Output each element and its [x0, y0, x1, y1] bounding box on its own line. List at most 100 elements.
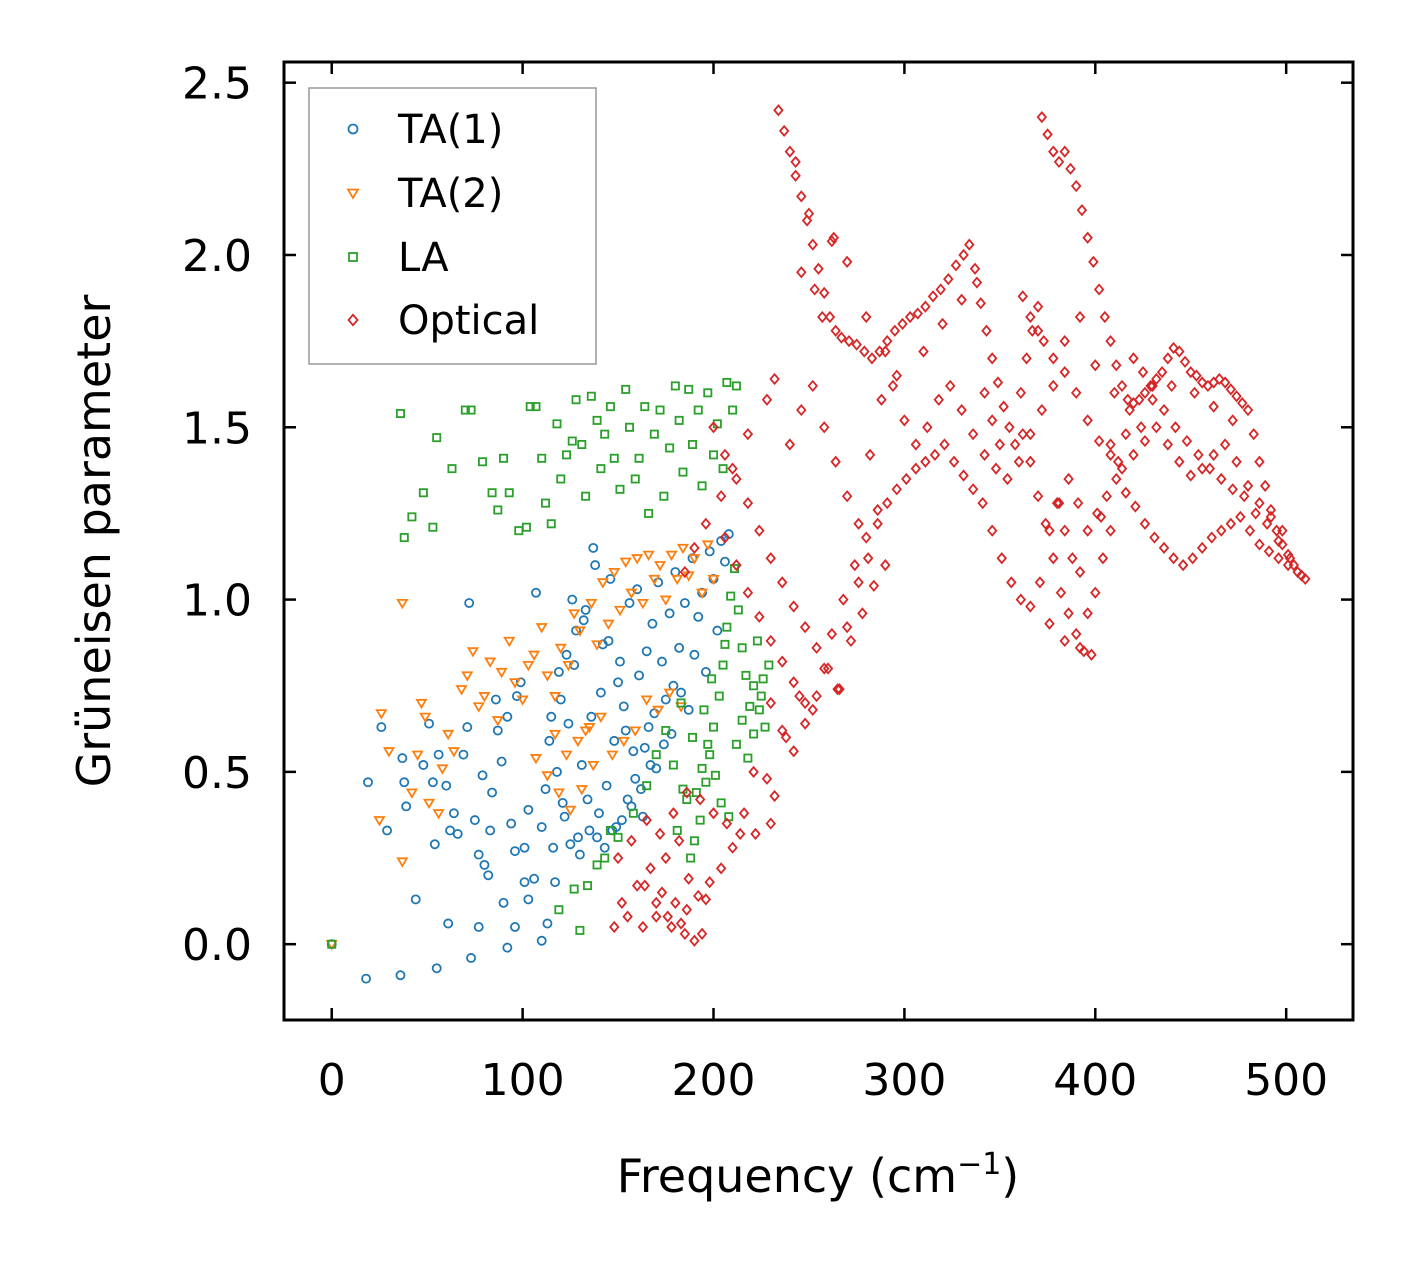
data-point	[1105, 335, 1116, 348]
data-point	[1151, 372, 1162, 386]
data-point	[540, 784, 551, 795]
data-point	[1277, 524, 1288, 537]
data-point	[1288, 559, 1300, 572]
data-point	[689, 836, 699, 846]
data-point	[818, 421, 830, 434]
data-point	[531, 402, 541, 412]
data-point	[937, 317, 948, 331]
data-point	[675, 917, 687, 930]
data-point	[592, 415, 602, 425]
data-point	[912, 307, 923, 320]
data-point	[1139, 517, 1151, 530]
data-point	[603, 635, 614, 646]
data-point	[754, 610, 765, 623]
data-point	[1284, 552, 1296, 565]
data-point	[986, 524, 998, 537]
data-point	[1017, 290, 1028, 303]
data-point	[807, 379, 819, 393]
data-point	[671, 574, 684, 586]
data-point	[742, 496, 754, 510]
data-point	[1206, 531, 1217, 544]
data-point	[590, 640, 604, 651]
data-point	[712, 625, 723, 636]
data-point	[1174, 455, 1185, 468]
data-point	[776, 724, 788, 737]
data-point	[1042, 128, 1053, 141]
data-point	[1216, 472, 1227, 486]
data-point	[1053, 155, 1065, 169]
data-point	[477, 770, 488, 781]
data-point	[626, 834, 637, 847]
data-point	[634, 453, 644, 463]
data-point	[396, 857, 409, 868]
data-point	[1082, 607, 1093, 620]
data-point	[673, 834, 685, 847]
data-point	[695, 815, 705, 825]
data-point	[625, 588, 638, 599]
data-point	[1193, 448, 1204, 461]
y-axis-title: Grüneisen parameter	[67, 294, 121, 787]
data-point	[620, 725, 631, 736]
data-point	[1048, 552, 1059, 565]
data-point	[469, 815, 480, 826]
data-point	[556, 474, 566, 484]
data-point	[663, 688, 676, 699]
data-point	[596, 464, 606, 474]
data-point	[726, 591, 736, 601]
data-point	[649, 429, 659, 439]
data-point	[495, 667, 508, 679]
data-point	[624, 598, 635, 608]
data-point	[715, 490, 727, 503]
data-point	[1063, 607, 1074, 620]
data-point	[1162, 438, 1174, 451]
data-point	[1185, 469, 1196, 482]
data-point	[872, 503, 883, 517]
data-point	[568, 609, 581, 620]
data-point	[683, 704, 694, 715]
data-point	[502, 711, 513, 722]
data-point	[1072, 496, 1084, 510]
data-point	[605, 402, 615, 412]
data-point	[659, 491, 669, 501]
data-point	[722, 622, 732, 632]
data-point	[1002, 472, 1013, 486]
data-point	[613, 832, 623, 842]
legend: TA(1) TA(2) LA Optical	[308, 87, 597, 365]
data-point	[619, 557, 632, 568]
data-point	[478, 457, 488, 467]
data-point	[596, 578, 609, 589]
data-point	[679, 565, 691, 579]
data-point	[630, 773, 641, 784]
data-point	[720, 556, 730, 567]
data-point	[897, 317, 908, 331]
data-point	[860, 310, 872, 324]
data-point	[719, 448, 731, 461]
data-point	[760, 722, 770, 732]
data-point	[737, 715, 747, 725]
data-point	[731, 739, 741, 749]
data-point	[891, 483, 903, 496]
data-point	[990, 462, 1002, 475]
data-point	[651, 910, 662, 923]
data-point	[659, 595, 672, 606]
data-point	[950, 259, 962, 272]
data-point	[868, 579, 880, 592]
data-point	[881, 496, 893, 510]
data-point	[441, 780, 452, 791]
data-point	[826, 627, 838, 641]
data-point	[625, 422, 635, 432]
data-point	[552, 766, 562, 777]
data-point	[529, 873, 540, 884]
data-point	[697, 481, 707, 491]
data-point	[554, 643, 567, 655]
data-point	[668, 807, 679, 820]
data-point	[424, 718, 435, 729]
data-point	[887, 379, 899, 393]
data-point	[920, 300, 931, 313]
data-point	[860, 531, 872, 544]
data-point	[569, 884, 579, 894]
data-point	[857, 607, 868, 620]
data-point	[822, 662, 834, 675]
data-point	[689, 541, 700, 554]
data-point	[665, 550, 678, 562]
